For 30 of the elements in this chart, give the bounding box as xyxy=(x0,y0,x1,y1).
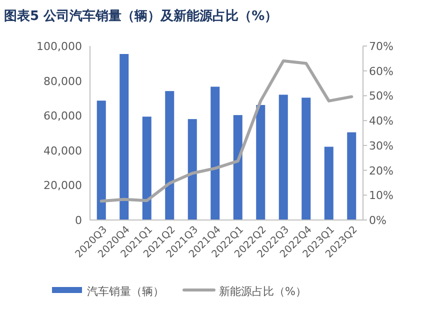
bar xyxy=(302,98,311,220)
y-tick-label: 100,000 xyxy=(36,40,82,53)
line-series xyxy=(100,59,354,203)
bar xyxy=(210,86,220,220)
y-tick-label: 0 xyxy=(75,214,82,227)
bar xyxy=(142,116,152,220)
bar xyxy=(188,119,197,220)
y2-tick-label: 20% xyxy=(369,164,394,178)
y2-tick-label: 50% xyxy=(369,90,394,103)
y2-tick-label: 70% xyxy=(369,40,394,53)
y-tick-label: 20,000 xyxy=(44,179,82,192)
chart-title: 图表5 公司汽车销量（辆）及新能源占比（%） xyxy=(4,8,278,24)
y2-tick-label: 30% xyxy=(369,139,394,152)
y-tick-label: 60,000 xyxy=(44,110,82,123)
bar xyxy=(165,91,174,220)
y2-tick-label: 10% xyxy=(369,189,394,202)
bar xyxy=(120,54,129,220)
bar xyxy=(256,104,266,220)
y-tick-label: 80,000 xyxy=(44,74,82,88)
y2-tick-label: 40% xyxy=(369,114,394,128)
y2-tick-label: 0% xyxy=(369,214,386,227)
legend-label: 汽车销量（辆） xyxy=(87,285,164,298)
bar xyxy=(347,132,356,220)
y2-tick-label: 60% xyxy=(369,64,394,78)
y-tick-label: 40,000 xyxy=(44,144,82,158)
legend-label: 新能源占比（%） xyxy=(219,285,306,298)
bar xyxy=(233,115,242,220)
bar xyxy=(324,146,334,220)
bar xyxy=(278,94,288,220)
bar xyxy=(96,100,106,220)
